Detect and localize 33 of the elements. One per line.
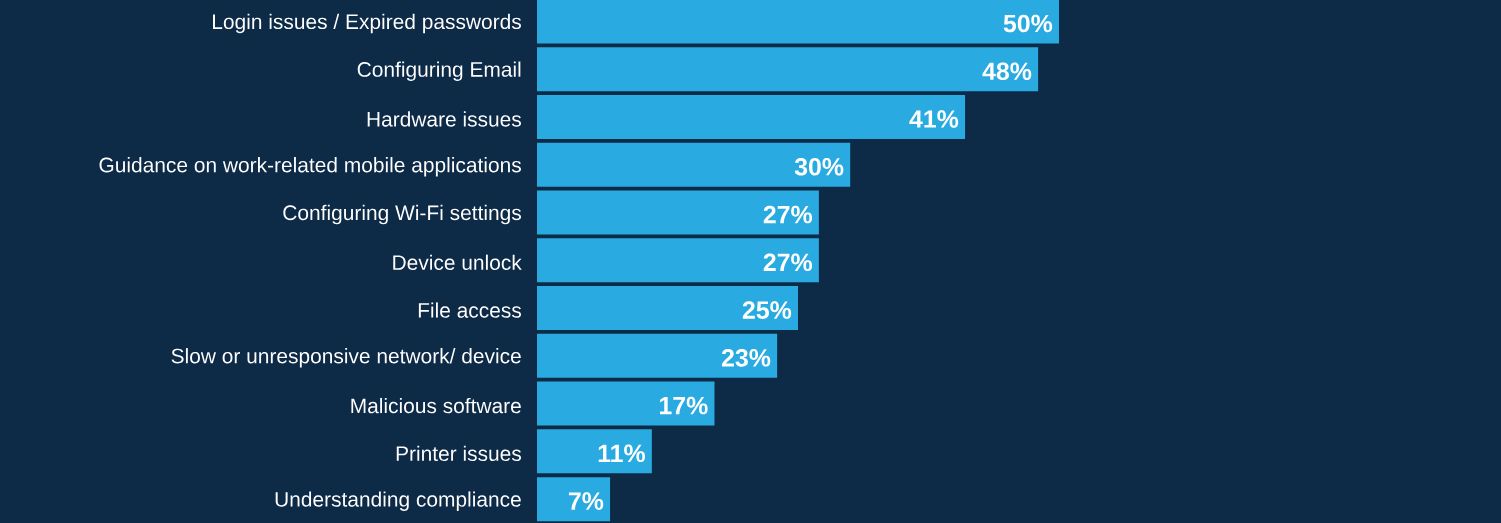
data-label: 50% bbox=[1003, 14, 1053, 33]
data-label: 17% bbox=[660, 396, 708, 415]
data-label: 7% bbox=[568, 492, 604, 510]
bar bbox=[537, 429, 652, 474]
bar bbox=[537, 95, 966, 140]
data-label: 27% bbox=[763, 205, 813, 224]
data-label: 30% bbox=[794, 157, 844, 176]
y-tick-label: Login issues / Expired passwords bbox=[213, 13, 521, 34]
bar bbox=[537, 238, 819, 283]
data-label: 48% bbox=[982, 62, 1032, 81]
y-tick-label: Slow or unresponsive network/ device bbox=[171, 348, 521, 368]
y-tick-label: Understanding compliance bbox=[275, 491, 521, 511]
data-label: 27% bbox=[763, 253, 813, 272]
data-label: 23% bbox=[721, 349, 771, 367]
y-tick-label: Configuring Email bbox=[357, 61, 521, 82]
data-label: 41% bbox=[909, 110, 959, 128]
bar bbox=[537, 47, 1039, 92]
y-tick-label: Printer issues bbox=[396, 445, 522, 462]
bar bbox=[537, 381, 715, 426]
bar bbox=[537, 142, 851, 187]
bar bbox=[537, 0, 1060, 44]
y-tick-label: Configuring Wi-Fi settings bbox=[283, 204, 521, 225]
data-label: 11% bbox=[598, 444, 645, 463]
y-tick-label: Hardware issues bbox=[367, 111, 521, 127]
y-tick-label: Guidance on work-related mobile applications bbox=[99, 157, 521, 177]
y-tick-label: Malicious software bbox=[351, 397, 521, 414]
bar bbox=[537, 190, 819, 235]
y-tick-label: Device unlock bbox=[393, 254, 522, 270]
bar bbox=[537, 286, 798, 331]
bar bbox=[537, 477, 611, 522]
data-label: 25% bbox=[742, 301, 792, 319]
y-tick-label: File access bbox=[418, 302, 522, 318]
bar bbox=[537, 333, 778, 378]
